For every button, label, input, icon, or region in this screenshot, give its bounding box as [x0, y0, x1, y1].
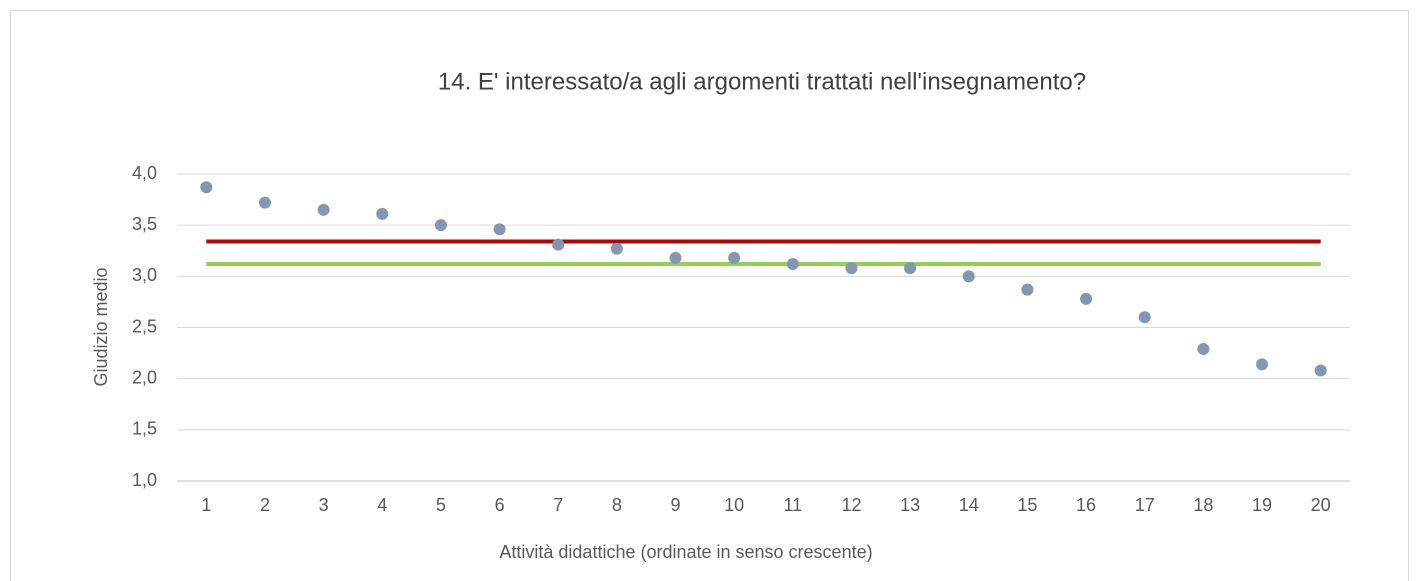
data-point — [493, 223, 506, 236]
x-tick-label: 4 — [377, 495, 387, 515]
y-tick-label: 3,0 — [132, 265, 157, 285]
data-point — [1197, 342, 1210, 355]
y-tick-label: 3,5 — [132, 214, 157, 234]
data-point — [1256, 358, 1269, 371]
y-tick-label: 1,0 — [132, 470, 157, 490]
data-point — [1080, 292, 1093, 305]
data-point — [845, 262, 858, 275]
chart-title: 14. E' interessato/a agli argomenti trat… — [438, 68, 1086, 95]
x-tick-label: 20 — [1311, 495, 1331, 515]
x-tick-label: 16 — [1076, 495, 1096, 515]
x-tick-label: 2 — [260, 495, 270, 515]
x-tick-label: 10 — [724, 495, 744, 515]
data-point — [669, 251, 682, 264]
x-tick-label: 9 — [671, 495, 681, 515]
y-tick-label: 2,5 — [132, 316, 157, 336]
x-tick-label: 1 — [201, 495, 211, 515]
data-point — [376, 207, 389, 220]
data-point — [1314, 364, 1327, 377]
data-point — [610, 242, 623, 255]
chart-border — [10, 10, 1409, 581]
data-point — [258, 196, 271, 209]
x-tick-label: 3 — [319, 495, 329, 515]
x-tick-label: 8 — [612, 495, 622, 515]
x-tick-label: 5 — [436, 495, 446, 515]
x-tick-label: 13 — [900, 495, 920, 515]
x-tick-label: 11 — [783, 495, 802, 515]
data-point — [728, 251, 741, 264]
data-point — [1138, 311, 1151, 324]
y-tick-label: 1,5 — [132, 419, 157, 439]
x-tick-label: 15 — [1017, 495, 1037, 515]
data-point — [200, 181, 213, 194]
y-axis-label: Giudizio medio — [91, 267, 111, 386]
x-tick-label: 18 — [1193, 495, 1213, 515]
data-point — [552, 238, 565, 251]
data-point — [962, 270, 975, 283]
data-point — [1021, 283, 1034, 296]
x-axis-label: Attività didattiche (ordinate in senso c… — [499, 542, 872, 562]
x-tick-label: 12 — [841, 495, 861, 515]
y-tick-label: 2,0 — [132, 367, 157, 387]
x-tick-label: 14 — [959, 495, 979, 515]
data-point — [434, 219, 447, 232]
x-tick-label: 17 — [1135, 495, 1155, 515]
x-tick-label: 7 — [553, 495, 563, 515]
data-point — [786, 258, 799, 271]
x-tick-label: 6 — [495, 495, 505, 515]
y-tick-label: 4,0 — [132, 163, 157, 183]
data-point — [317, 203, 330, 216]
x-tick-label: 19 — [1252, 495, 1272, 515]
data-point — [904, 262, 917, 275]
